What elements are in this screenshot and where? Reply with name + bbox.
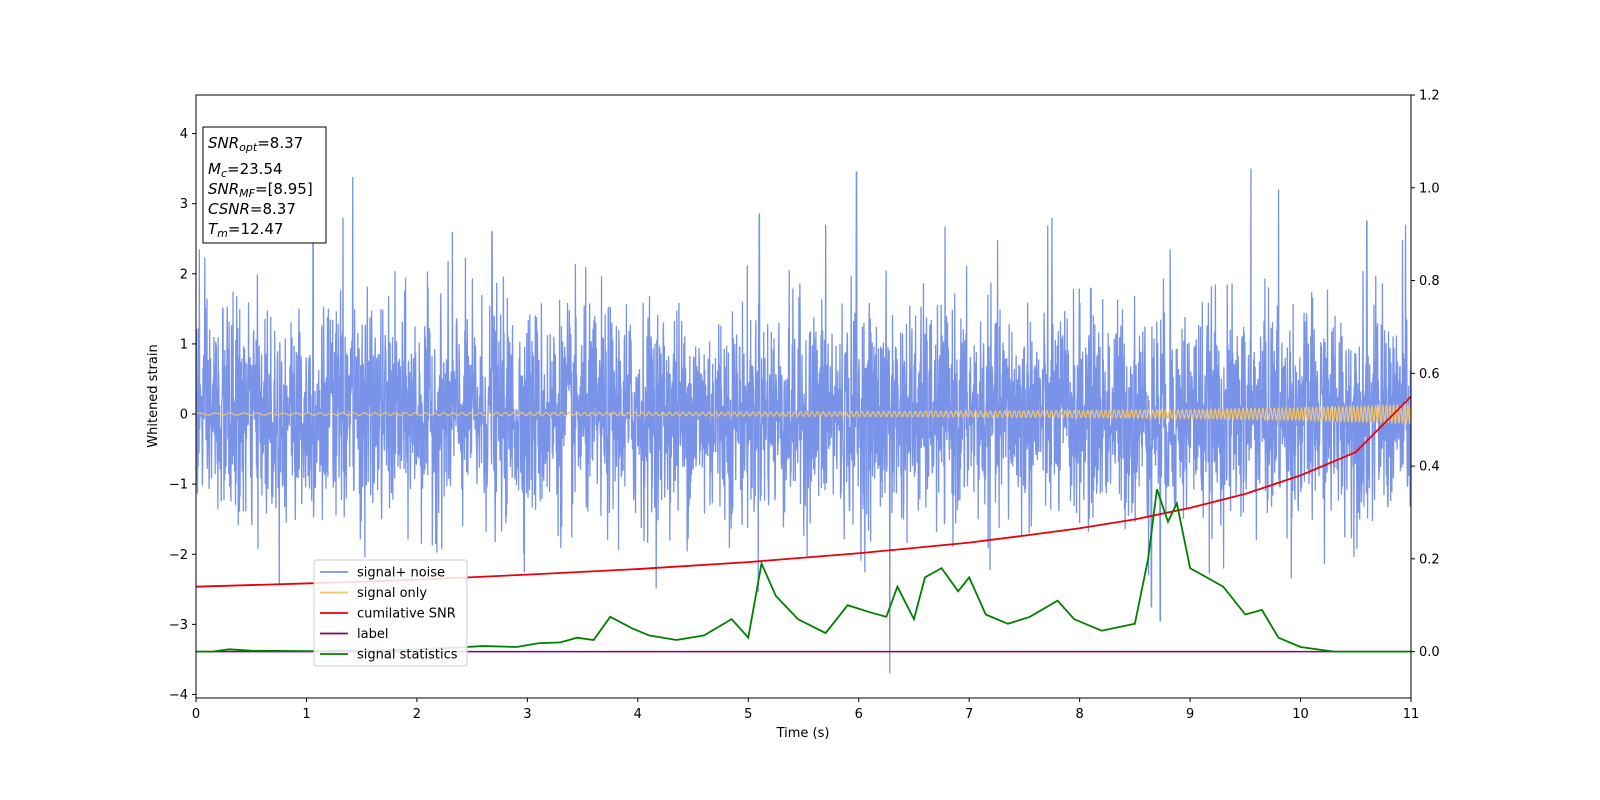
x-tick-label: 7 [965,707,973,722]
y-tick-label: 4 [180,127,188,142]
y-tick-label: −3 [169,618,188,633]
y-axis-right: 0.0 0.2 0.4 0.6 0.8 1.0 1.2 [1411,89,1440,660]
x-tick-label: 0 [192,707,200,722]
x-tick-label: 2 [413,707,421,722]
x-axis: 0 1 2 3 4 5 6 7 8 9 10 11 [192,698,1419,722]
legend-label-cumilative-snr: cumilative SNR [357,607,456,622]
legend-box [313,559,468,667]
y2-tick-label: 1.2 [1419,89,1440,104]
y-tick-label: −2 [169,548,188,563]
y-tick-label: 1 [180,337,188,352]
x-tick-label: 3 [523,707,531,722]
annotation-tm: Tm=12.47 [208,220,283,240]
series-line-cumilative-snr [196,395,1411,588]
legend-label-label: label [357,627,388,642]
y2-tick-label: 0.8 [1419,274,1440,289]
x-tick-label: 1 [302,707,310,722]
x-tick-label: 8 [1075,707,1083,722]
annotation-snr-opt: SNRopt=8.37 [208,134,303,154]
x-tick-label: 6 [855,707,863,722]
y2-tick-label: 0.6 [1419,367,1440,382]
y2-tick-label: 0.2 [1419,552,1440,567]
annotation-box: SNRopt=8.37 Mc=23.54 SNRMF=[8.95] CSNR=8… [202,126,327,244]
legend-label-signal-statistics: signal statistics [357,648,458,663]
y-tick-label: 3 [180,197,188,212]
x-tick-label: 5 [744,707,752,722]
x-axis-title: Time (s) [776,726,830,741]
x-tick-label: 10 [1292,707,1309,722]
annotation-snr-mf: SNRMF=[8.95] [208,180,313,200]
y2-tick-label: 0.4 [1419,460,1440,475]
y2-tick-label: 1.0 [1419,181,1440,196]
legend-label-signal-only: signal only [357,586,427,601]
legend: signal+ noise signal only cumilative SNR la… [313,559,468,667]
x-tick-label: 4 [634,707,642,722]
series-line-signal-noise [196,168,1411,674]
series-line-signal-only [196,403,1411,425]
legend-label-signal-noise: signal+ noise [357,566,445,581]
y-axis-title: Whitened strain [146,344,161,447]
annotation-csnr: CSNR=8.37 [208,200,296,218]
y-tick-label: 0 [180,408,188,423]
x-tick-label: 11 [1403,707,1420,722]
y-tick-label: −1 [169,478,188,493]
plot-frame [195,94,1412,699]
annotation-mc: Mc=23.54 [208,160,283,180]
y-axis-left: −4 −3 −2 −1 0 1 2 3 4 [169,127,196,703]
x-tick-label: 9 [1186,707,1194,722]
series-line-signal-statistics [196,488,1411,653]
y2-tick-label: 0.0 [1419,645,1440,660]
y-tick-label: −4 [169,688,188,703]
y-tick-label: 2 [180,267,188,282]
